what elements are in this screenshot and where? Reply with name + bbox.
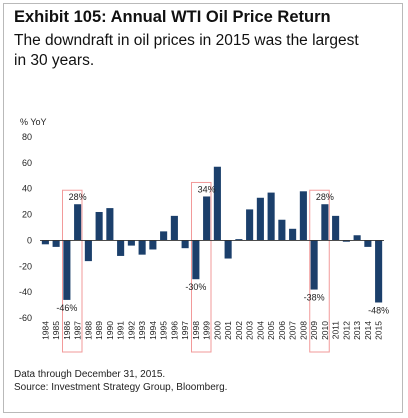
bar	[278, 219, 286, 241]
x-tick-label: 2002	[234, 321, 244, 340]
bar	[138, 240, 146, 255]
bar	[267, 192, 275, 241]
bar	[106, 208, 114, 241]
x-tick-label: 2012	[341, 321, 351, 340]
bar	[160, 231, 168, 241]
x-tick-label: 2009	[309, 321, 319, 340]
bar	[117, 240, 125, 256]
y-axis-label: % YoY	[20, 117, 47, 127]
bar	[181, 240, 189, 249]
x-tick-label: 1985	[51, 321, 61, 340]
bar	[256, 197, 264, 241]
data-label: 28%	[69, 192, 87, 202]
x-tick-label: 1990	[105, 321, 115, 340]
bar	[321, 204, 329, 241]
exhibit-subtitle: The downdraft in oil prices in 2015 was …	[14, 32, 359, 69]
bar	[170, 215, 178, 241]
exhibit-frame	[3, 3, 403, 413]
x-tick-label: 2006	[277, 321, 287, 340]
source-note: Source: Investment Strategy Group, Bloom…	[14, 382, 228, 393]
x-tick-label: 2008	[298, 321, 308, 340]
bar	[364, 240, 372, 247]
y-tick-label: 60	[22, 158, 32, 168]
y-tick-label: -40	[19, 287, 32, 297]
x-tick-label: 1988	[83, 321, 93, 340]
x-tick-label: 2003	[245, 321, 255, 340]
data-label: -48%	[368, 305, 389, 315]
highlight-box	[191, 181, 212, 353]
x-tick-label: 2001	[223, 321, 233, 340]
bar	[52, 240, 60, 247]
y-tick-label: 80	[22, 132, 32, 142]
bar	[332, 215, 340, 241]
x-tick-label: 1999	[202, 321, 212, 340]
x-tick-label: 1984	[40, 321, 50, 340]
bar	[353, 235, 361, 241]
exhibit-title: Exhibit 105: Annual WTI Oil Price Return	[14, 8, 331, 26]
bar	[289, 228, 297, 241]
bar	[213, 166, 221, 241]
bar	[224, 240, 232, 259]
data-label: -46%	[56, 303, 77, 313]
y-tick-label: -60	[19, 313, 32, 323]
bar	[299, 191, 307, 241]
x-tick-label: 1998	[191, 321, 201, 340]
x-tick-label: 1994	[148, 321, 158, 340]
y-tick-label: 0	[27, 235, 32, 245]
bar	[342, 240, 350, 242]
x-tick-label: 2010	[320, 321, 330, 340]
x-tick-label: 2015	[374, 321, 384, 340]
data-label: 28%	[316, 192, 334, 202]
bar	[310, 240, 318, 290]
x-tick-label: 1989	[94, 321, 104, 340]
bar	[84, 240, 92, 262]
x-tick-label: 1987	[73, 321, 83, 340]
x-tick-label: 2000	[212, 321, 222, 340]
data-label: 34%	[198, 184, 216, 194]
bar	[95, 211, 103, 241]
x-tick-label: 2004	[255, 321, 265, 340]
y-tick-label: -20	[19, 261, 32, 271]
bar	[149, 240, 157, 250]
y-tick-label: 20	[22, 210, 32, 220]
y-tick-label: 40	[22, 184, 32, 194]
x-tick-label: 2014	[363, 321, 373, 340]
bar	[375, 240, 383, 303]
bar	[127, 240, 135, 246]
data-label: -30%	[185, 282, 206, 292]
x-tick-label: 1997	[180, 321, 190, 340]
data-note: Data through December 31, 2015.	[14, 369, 166, 380]
data-label: -38%	[304, 293, 325, 303]
x-tick-label: 2007	[288, 321, 298, 340]
x-tick-label: 1993	[137, 321, 147, 340]
x-tick-label: 2011	[331, 321, 341, 340]
highlight-box	[62, 189, 83, 353]
bar	[63, 240, 71, 300]
x-tick-label: 1992	[126, 321, 136, 340]
x-tick-label: 1986	[62, 321, 72, 340]
x-tick-label: 2013	[352, 321, 362, 340]
x-tick-label: 2005	[266, 321, 276, 340]
x-tick-label: 1996	[169, 321, 179, 340]
highlight-box	[309, 189, 330, 353]
bar	[246, 209, 254, 241]
bar	[235, 239, 243, 241]
bar	[74, 204, 82, 241]
bar	[192, 240, 200, 280]
x-tick-label: 1991	[116, 321, 126, 340]
bar	[41, 240, 49, 245]
x-tick-label: 1995	[159, 321, 169, 340]
bar	[203, 196, 211, 241]
